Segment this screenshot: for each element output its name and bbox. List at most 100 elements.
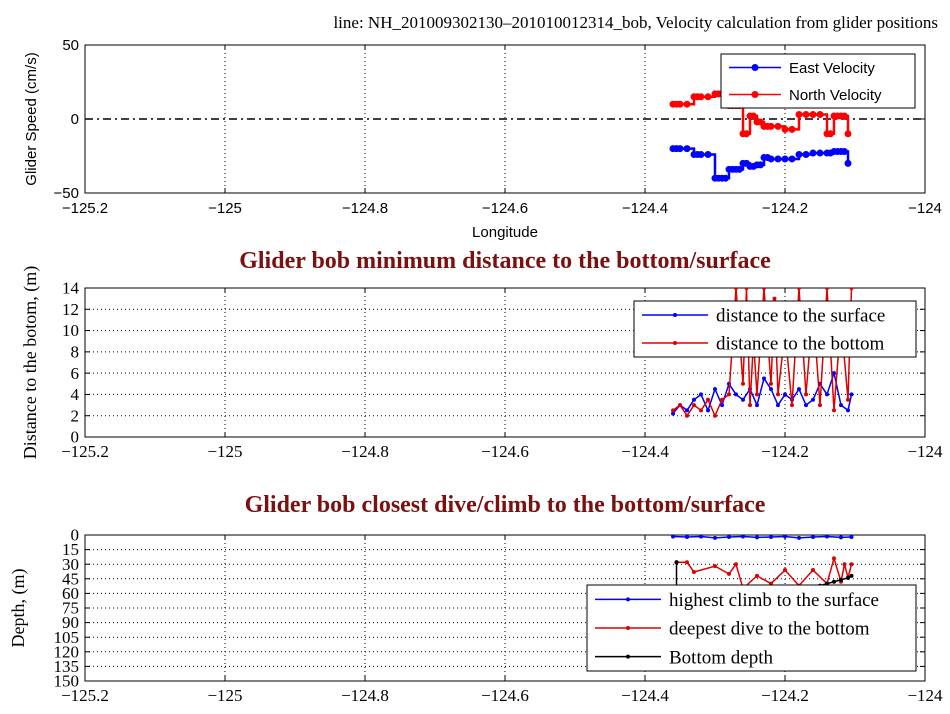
series-east-velocity-point xyxy=(767,155,775,163)
series-distance-to-the-bottom-point xyxy=(776,392,780,397)
series-deepest-dive-to-the-bottom-point xyxy=(755,573,759,578)
series-distance-to-the-bottom-point xyxy=(699,408,703,413)
legend-swatch-marker xyxy=(626,626,630,630)
series-distance-to-the-bottom-point xyxy=(762,288,766,290)
series-north-velocity-point xyxy=(802,111,810,119)
y-tick-label: 50 xyxy=(62,37,79,54)
series-east-velocity-point xyxy=(816,149,824,157)
y-axis-label: Glider Speed (cm/s) xyxy=(23,52,40,185)
series-north-velocity-point xyxy=(788,125,796,133)
y-tick-label: −50 xyxy=(54,185,79,202)
legend-swatch-marker xyxy=(751,64,759,71)
x-tick-label: −124.8 xyxy=(341,442,389,461)
data-layer xyxy=(671,288,854,418)
series-bottom-depth-point xyxy=(674,560,679,565)
series-north-velocity-point xyxy=(844,130,852,138)
legend-entry: distance to the bottom xyxy=(716,334,885,355)
series-highest-climb-to-the-surface-point xyxy=(755,535,759,540)
series-north-velocity-point xyxy=(781,125,789,133)
series-distance-to-the-surface-point xyxy=(713,387,717,392)
series-distance-to-the-bottom-point xyxy=(741,381,745,386)
x-tick-label: −124.8 xyxy=(341,686,389,705)
series-east-velocity-point xyxy=(844,159,852,167)
y-tick-label: 90 xyxy=(62,613,79,632)
legend-swatch-marker xyxy=(751,91,759,98)
x-axis-label: Longitude xyxy=(472,224,538,241)
legend-swatch-marker xyxy=(673,341,677,345)
series-distance-to-the-bottom-point xyxy=(832,408,836,413)
series-north-velocity-point xyxy=(704,93,712,101)
series-north-velocity-point xyxy=(795,111,803,119)
x-tick-label: −125.2 xyxy=(62,200,108,217)
series-distance-to-the-surface-point xyxy=(804,403,808,408)
series-highest-climb-to-the-surface-point xyxy=(741,535,745,539)
series-distance-to-the-surface-point xyxy=(706,408,710,413)
y-tick-label: 0 xyxy=(71,111,79,128)
series-distance-to-the-surface-point xyxy=(811,397,815,402)
x-tick-label: −124.4 xyxy=(622,200,668,217)
series-east-velocity-point xyxy=(676,145,684,153)
series-deepest-dive-to-the-bottom-point xyxy=(849,562,854,567)
y-tick-label: 8 xyxy=(71,342,80,361)
y-tick-label: 75 xyxy=(62,599,79,618)
series-distance-to-the-surface-point xyxy=(797,387,801,392)
series-highest-climb-to-the-surface-point xyxy=(839,535,843,540)
x-tick-label: −124 xyxy=(908,200,942,217)
distance-panel: −125.2 −125 −124.8 −124.6 −124.4 −124.2 −124 0 2… xyxy=(20,248,943,461)
series-east-velocity-point xyxy=(722,174,729,182)
series-deepest-dive-to-the-bottom-point xyxy=(811,568,815,573)
y-tick-label: 14 xyxy=(62,279,80,298)
y-tick-label: 0 xyxy=(71,428,80,447)
series-highest-climb-to-the-surface-point xyxy=(713,535,717,540)
legend-entry: distance to the surface xyxy=(716,306,885,327)
series-north-velocity-point xyxy=(827,130,834,138)
series-north-velocity-point xyxy=(743,130,750,138)
series-east-velocity-point xyxy=(788,155,796,163)
series-north-velocity-point xyxy=(809,111,817,119)
series-highest-climb-to-the-surface-point xyxy=(685,535,689,539)
series-highest-climb-to-the-surface-line xyxy=(672,535,852,539)
series-distance-to-the-surface-point xyxy=(762,376,766,381)
series-distance-to-the-surface-point xyxy=(734,392,738,397)
x-tick-label: −124 xyxy=(907,686,943,705)
x-tick-label: −124.2 xyxy=(761,686,809,705)
series-highest-climb-to-the-surface-point xyxy=(825,535,829,539)
legend-box xyxy=(720,53,916,109)
series-north-velocity-point xyxy=(841,112,848,120)
series-distance-to-the-surface-point xyxy=(671,411,675,416)
series-distance-to-the-surface-point xyxy=(776,403,780,408)
series-north-velocity-point xyxy=(683,100,691,108)
series-east-velocity-point xyxy=(781,155,789,163)
series-east-velocity-point xyxy=(802,151,810,159)
series-highest-climb-to-the-surface-point xyxy=(783,535,787,539)
series-east-velocity-point xyxy=(697,151,705,159)
series-highest-climb-to-the-surface-point xyxy=(727,535,731,539)
series-distance-to-the-surface-point xyxy=(839,403,843,408)
series-north-velocity-point xyxy=(767,122,775,130)
legend-entry: East Velocity xyxy=(789,60,875,77)
x-tick-label: −124.2 xyxy=(761,442,809,461)
y-axis-label: Depth, (m) xyxy=(8,569,29,648)
series-highest-climb-to-the-surface-point xyxy=(769,535,773,539)
y-tick-label: 4 xyxy=(71,385,80,404)
chart-title: Glider bob minimum distance to the botto… xyxy=(239,248,771,274)
series-distance-to-the-bottom-point xyxy=(685,413,689,418)
x-tick-label: −125.2 xyxy=(61,686,109,705)
legend: distance to the surface distance to the b… xyxy=(633,300,917,358)
legend-entry: highest climb to the surface xyxy=(669,590,879,611)
series-east-velocity-point xyxy=(795,151,803,159)
y-tick-label: 120 xyxy=(54,642,80,661)
series-distance-to-the-bottom-point xyxy=(804,392,808,397)
series-deepest-dive-to-the-bottom-point xyxy=(727,571,731,576)
series-east-velocity-point xyxy=(841,148,848,156)
x-tick-label: −124.6 xyxy=(482,200,528,217)
x-tick-label: −125 xyxy=(207,442,242,461)
legend-entry: deepest dive to the bottom xyxy=(669,619,870,640)
series-distance-to-the-bottom-point xyxy=(744,288,749,290)
series-bottom-depth-point xyxy=(849,573,854,578)
y-tick-label: 0 xyxy=(71,526,80,545)
series-deepest-dive-to-the-bottom-point xyxy=(832,556,836,561)
x-tick-label: −124.4 xyxy=(621,442,669,461)
legend-swatch-marker xyxy=(673,313,677,317)
